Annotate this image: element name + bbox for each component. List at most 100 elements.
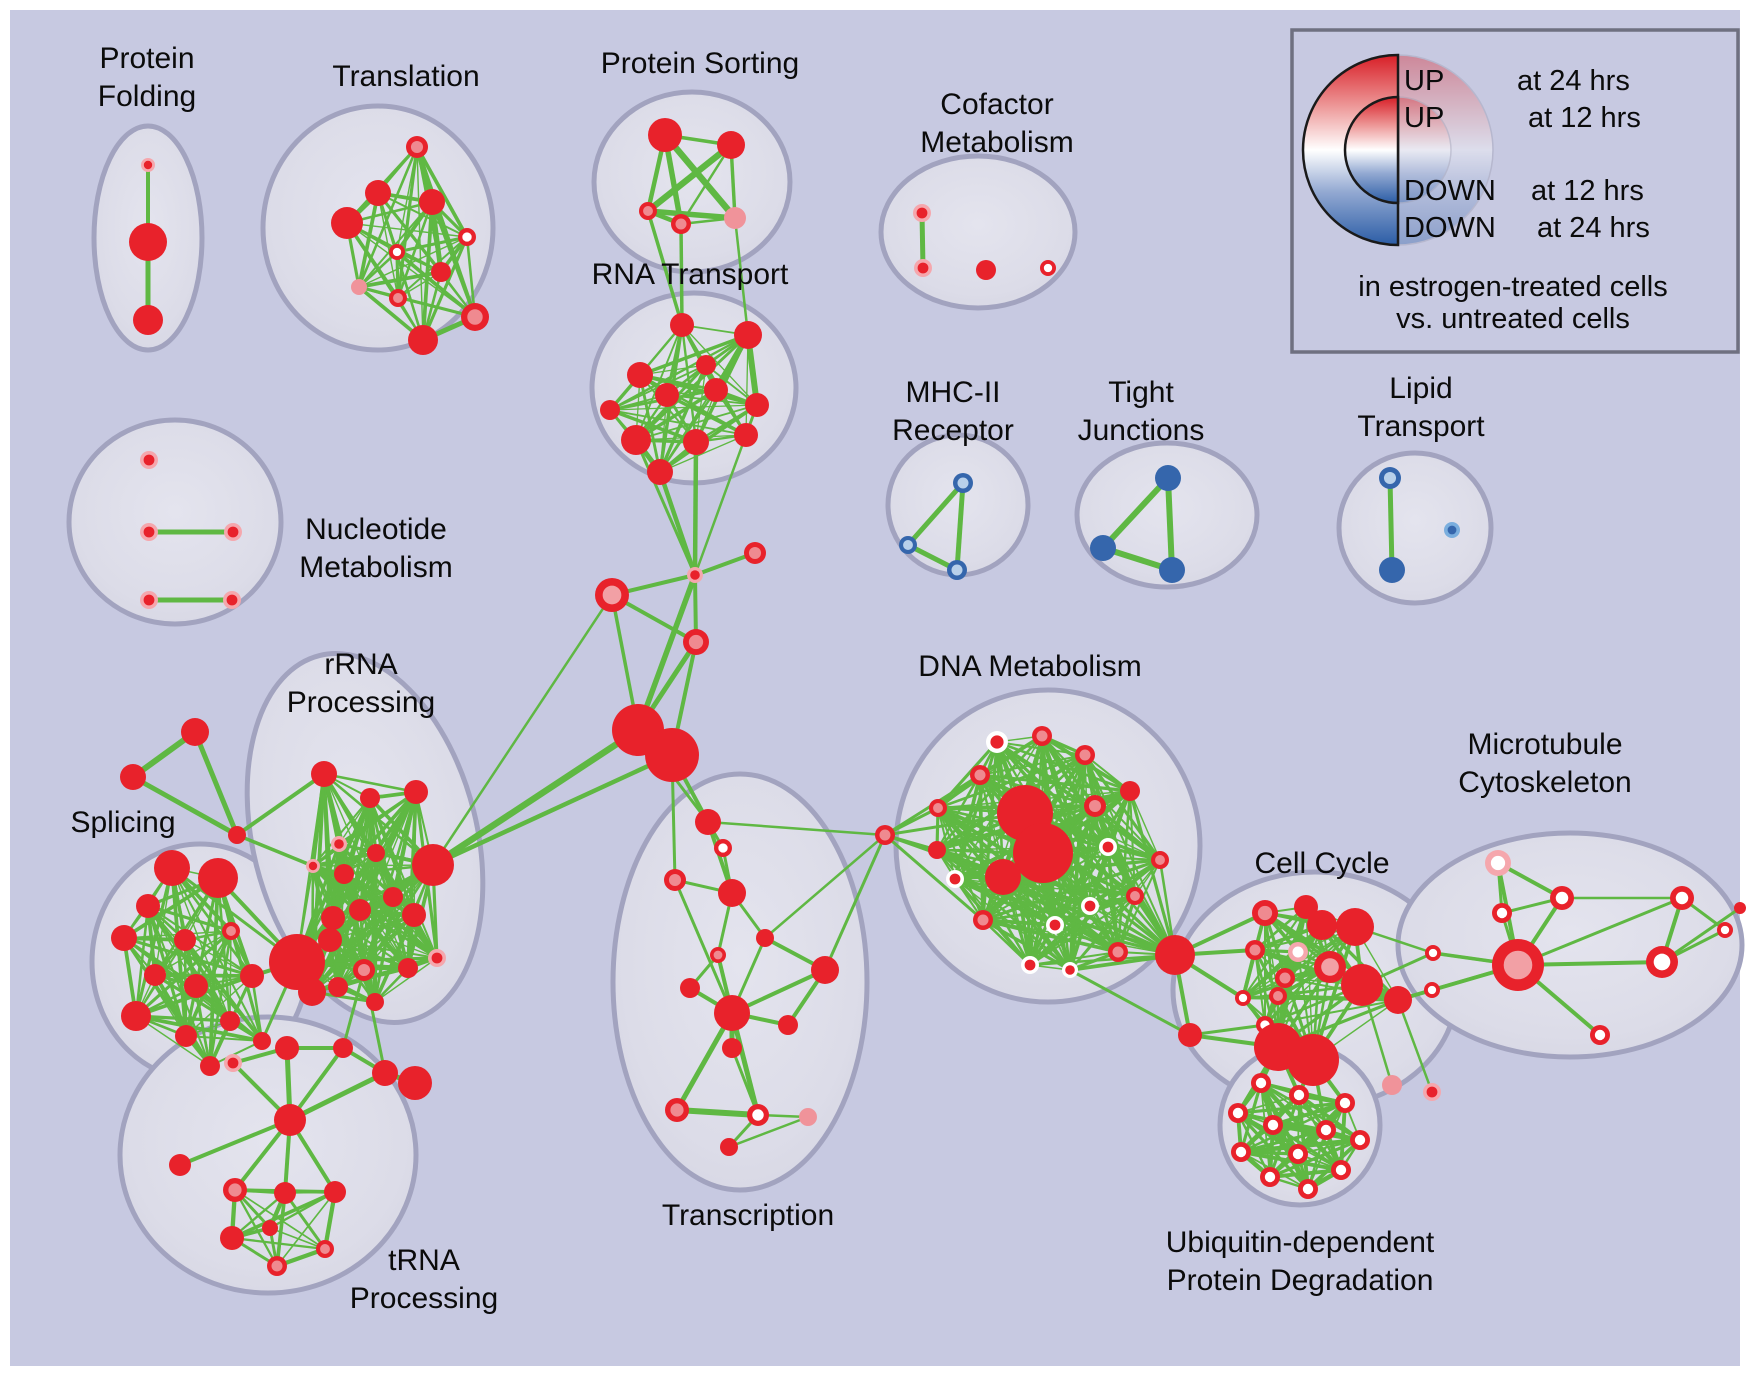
network-node: [275, 1036, 299, 1060]
network-node: [670, 313, 694, 337]
network-node: [228, 826, 246, 844]
network-node-core: [675, 218, 687, 230]
network-node: [318, 928, 342, 952]
network-node: [655, 383, 679, 407]
network-node: [366, 993, 384, 1011]
network-edge: [288, 1070, 387, 1123]
network-node-core: [879, 829, 891, 841]
network-edge: [1128, 790, 1177, 956]
network-node-core: [226, 926, 236, 936]
network-edge: [276, 1191, 336, 1267]
network-node: [334, 864, 354, 884]
network-edge: [733, 217, 750, 336]
network-edge: [269, 1190, 336, 1230]
network-node-core: [1383, 471, 1397, 485]
network-node: [745, 393, 769, 417]
network-edge: [635, 574, 698, 731]
network-edge: [639, 333, 749, 377]
network-node-core: [462, 232, 472, 242]
network-node-core: [718, 843, 728, 853]
network-node: [431, 262, 451, 282]
network-node-core: [1130, 891, 1140, 901]
network-node: [311, 761, 337, 787]
network-node-core: [357, 963, 371, 977]
network-node: [1178, 1023, 1202, 1047]
network-edge: [658, 364, 708, 473]
network-node: [717, 131, 745, 159]
network-node-core: [1302, 1183, 1314, 1195]
network-edge: [657, 471, 698, 576]
network-node: [756, 929, 774, 947]
network-node: [627, 362, 653, 388]
network-edge: [1236, 1112, 1272, 1178]
network-node: [169, 1154, 191, 1176]
network-edge: [681, 324, 758, 406]
network-node: [120, 764, 146, 790]
network-edge: [362, 969, 387, 1074]
network-edge: [647, 208, 736, 221]
network-node-core: [1292, 946, 1304, 958]
network-node-core: [1088, 799, 1102, 813]
network-edge: [1237, 1094, 1300, 1114]
network-node: [298, 978, 326, 1006]
network-node: [121, 1001, 151, 1031]
network-edge: [183, 938, 264, 1043]
legend-time-up24: at 24 hrs: [1517, 65, 1630, 97]
network-node: [722, 1038, 742, 1058]
network-node-core: [1102, 841, 1114, 853]
network-edge: [374, 957, 438, 1003]
network-edge: [329, 914, 415, 941]
network-edge: [659, 434, 747, 473]
network-node: [324, 1181, 346, 1203]
network-node-core: [1292, 1148, 1304, 1160]
network-node-core: [1426, 1086, 1438, 1098]
network-edge: [392, 896, 409, 969]
network-edge: [357, 146, 419, 288]
network-edge: [1237, 1101, 1346, 1115]
network-node-core: [1293, 1089, 1305, 1101]
network-edge: [1264, 926, 1356, 1026]
network-edge: [764, 834, 886, 939]
network-edge: [341, 969, 366, 1049]
network-node: [351, 279, 367, 295]
network-edge: [1387, 477, 1395, 571]
network-node-core: [1339, 1097, 1351, 1109]
network-edge: [609, 408, 697, 444]
network-edge: [1268, 1101, 1347, 1179]
legend: UP at 24 hrs UP at 12 hrs DOWN at 12 hrs…: [1290, 28, 1740, 354]
network-edge: [231, 1236, 326, 1251]
network-node: [198, 858, 238, 898]
network-node: [714, 995, 750, 1031]
network-node: [985, 859, 1021, 895]
network-node-core: [1279, 972, 1291, 984]
network-node-core: [1490, 855, 1506, 871]
network-edge: [358, 270, 442, 289]
network-node: [1336, 908, 1374, 946]
network-edge: [982, 918, 1056, 927]
cluster-region-lipid: [1336, 450, 1494, 606]
network-node: [1384, 986, 1412, 1014]
network-edge: [673, 879, 734, 1014]
network-edge: [884, 833, 984, 922]
network-edge: [1517, 896, 1683, 967]
network-edge: [954, 877, 1119, 954]
network-node: [621, 425, 651, 455]
network-node: [1734, 902, 1746, 914]
network-edge: [954, 878, 1136, 897]
network-edge: [1396, 999, 1434, 1093]
network-node-core: [949, 873, 961, 885]
legend-note-line2: vs. untreated cells: [1396, 303, 1630, 335]
network-node: [1155, 465, 1181, 491]
network-node: [928, 841, 946, 859]
network-edge: [1129, 790, 1161, 861]
network-node-core: [320, 1244, 330, 1254]
network-node: [799, 1108, 817, 1126]
network-edge: [312, 790, 417, 868]
network-edge: [154, 930, 232, 976]
network-node: [398, 1066, 432, 1100]
network-node: [174, 929, 196, 951]
network-node-core: [748, 546, 762, 560]
network-node: [648, 118, 682, 152]
network-edge: [1028, 904, 1092, 967]
network-edge: [135, 1014, 263, 1043]
